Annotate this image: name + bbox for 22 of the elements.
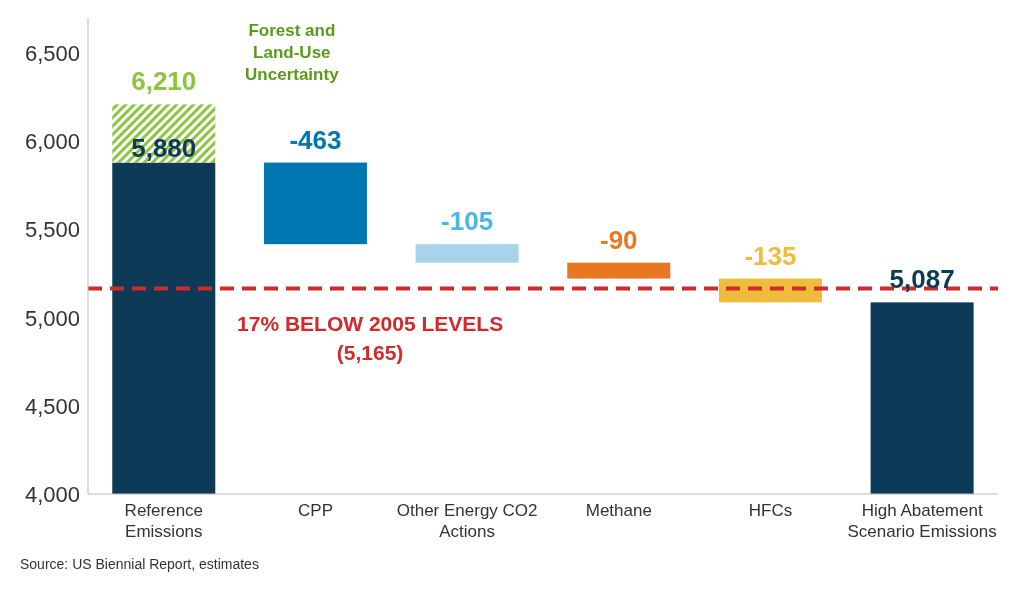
data-label: -463 (289, 124, 342, 155)
x-tick-label: Reference Emissions (124, 501, 204, 541)
x-tick-label: Methane (585, 501, 652, 520)
x-tick-label: HFCs (748, 501, 793, 520)
annotation: Forest and Land-Use Uncertainty (245, 21, 340, 84)
y-tick-label: 4,000 (24, 481, 80, 507)
x-tick-label: Other Energy CO2 Actions (396, 501, 538, 541)
source-note: Source: US Biennial Report, estimates (20, 556, 260, 572)
data-label: 5,087 (889, 264, 955, 295)
total-label: 6,210 (131, 66, 197, 97)
data-label: -105 (441, 206, 494, 237)
y-tick-label: 4,500 (24, 393, 80, 419)
data-label: -135 (744, 240, 797, 271)
y-tick-label: 5,000 (24, 305, 80, 331)
y-tick-label: 6,000 (24, 129, 80, 155)
y-tick-label: 5,500 (24, 217, 80, 243)
x-tick-label: High Abatement Scenario Emissions (847, 501, 997, 541)
data-label: 5,880 (131, 132, 197, 163)
x-tick-label: CPP (298, 501, 333, 520)
y-tick-label: 6,500 (24, 41, 80, 67)
data-label: -90 (599, 224, 638, 255)
ref-line-label: 17% BELOW 2005 LEVELS (5,165) (237, 311, 504, 364)
